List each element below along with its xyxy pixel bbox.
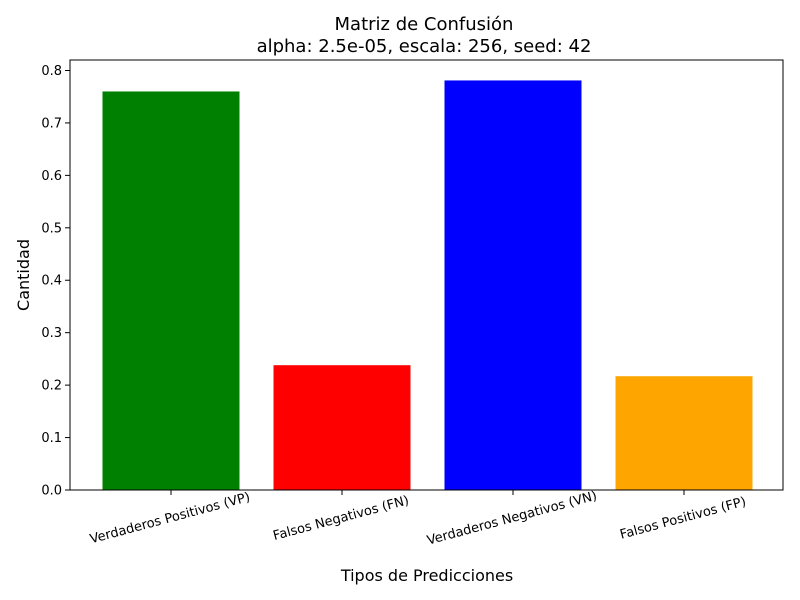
bar: [444, 80, 582, 490]
x-axis-label: Tipos de Predicciones: [340, 566, 513, 585]
chart-title: Matriz de Confusión: [335, 14, 514, 35]
y-tick-label: 0.8: [41, 64, 62, 79]
y-tick-label: 0.1: [41, 431, 62, 446]
y-tick-label: 0.5: [41, 221, 62, 236]
y-tick-label: 0.6: [41, 169, 62, 184]
y-tick-label: 0.3: [41, 326, 62, 341]
y-axis-ticks: 0.0 0.1 0.2 0.3 0.4 0.5 0.6 0.7 0.8: [41, 64, 70, 499]
y-axis-label: Cantidad: [14, 239, 33, 311]
bar: [102, 91, 240, 491]
y-tick-label: 0.7: [41, 116, 62, 131]
chart-subtitle: alpha: 2.5e-05, escala: 256, seed: 42: [257, 36, 592, 57]
y-tick-label: 0.2: [41, 379, 62, 394]
bar: [615, 376, 753, 490]
y-tick-label: 0.0: [41, 484, 62, 499]
plot-frame: [69, 59, 784, 491]
y-tick-label: 0.4: [41, 274, 62, 289]
bar: [273, 365, 411, 490]
bars-group: [102, 80, 753, 491]
